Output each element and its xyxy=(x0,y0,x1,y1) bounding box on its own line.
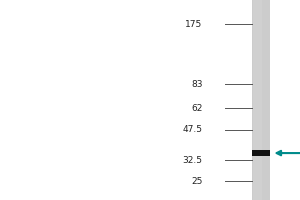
Bar xyxy=(252,60,270,63)
Bar xyxy=(252,63,270,67)
Bar xyxy=(252,140,270,143)
Bar xyxy=(252,190,270,193)
Bar xyxy=(252,170,270,173)
Bar xyxy=(252,130,270,133)
Text: 25: 25 xyxy=(191,177,202,186)
Bar xyxy=(252,186,270,190)
Bar xyxy=(252,0,270,3)
Bar xyxy=(252,150,270,153)
Bar xyxy=(252,6,270,10)
Bar xyxy=(252,113,270,117)
Bar xyxy=(252,3,270,7)
Bar xyxy=(252,46,270,50)
Bar xyxy=(252,76,270,80)
Bar xyxy=(252,53,270,57)
Bar xyxy=(252,30,270,33)
Bar xyxy=(252,40,270,43)
Bar xyxy=(252,50,270,53)
Bar xyxy=(252,33,270,37)
Bar xyxy=(252,180,270,183)
Bar xyxy=(252,126,270,130)
Bar xyxy=(252,70,270,73)
Bar xyxy=(252,166,270,170)
Bar xyxy=(252,66,270,70)
Bar xyxy=(252,13,270,17)
Bar xyxy=(252,26,270,30)
Bar xyxy=(252,93,270,97)
Bar xyxy=(252,123,270,127)
Bar xyxy=(252,120,270,123)
Bar xyxy=(252,150,270,156)
Text: 83: 83 xyxy=(191,80,202,89)
Text: 175: 175 xyxy=(185,20,203,29)
Text: 47.5: 47.5 xyxy=(183,125,202,134)
Bar xyxy=(252,173,270,177)
Bar xyxy=(252,176,270,180)
Bar xyxy=(252,83,270,87)
Bar xyxy=(252,146,270,150)
Bar xyxy=(252,133,270,137)
Bar xyxy=(252,153,270,157)
Text: 32.5: 32.5 xyxy=(183,156,202,165)
Bar xyxy=(252,90,270,93)
Bar xyxy=(252,10,270,13)
Bar xyxy=(252,183,270,187)
Bar xyxy=(252,110,270,113)
Bar xyxy=(252,56,270,60)
Bar xyxy=(252,116,270,120)
Bar xyxy=(252,103,270,107)
Bar xyxy=(252,16,270,20)
Bar xyxy=(252,86,270,90)
Bar xyxy=(252,100,270,103)
Bar xyxy=(252,36,270,40)
Bar xyxy=(252,143,270,147)
Bar xyxy=(252,196,270,200)
Bar xyxy=(252,106,270,110)
Bar xyxy=(252,43,270,47)
Bar xyxy=(252,163,270,167)
Bar xyxy=(252,23,270,27)
Bar xyxy=(252,96,270,100)
Bar xyxy=(252,73,270,77)
Bar xyxy=(252,80,270,83)
Bar xyxy=(252,156,270,160)
Bar xyxy=(252,20,270,23)
Bar xyxy=(253,0,262,200)
Bar xyxy=(252,160,270,163)
Text: 62: 62 xyxy=(191,104,202,113)
Bar xyxy=(252,136,270,140)
Bar xyxy=(252,193,270,197)
